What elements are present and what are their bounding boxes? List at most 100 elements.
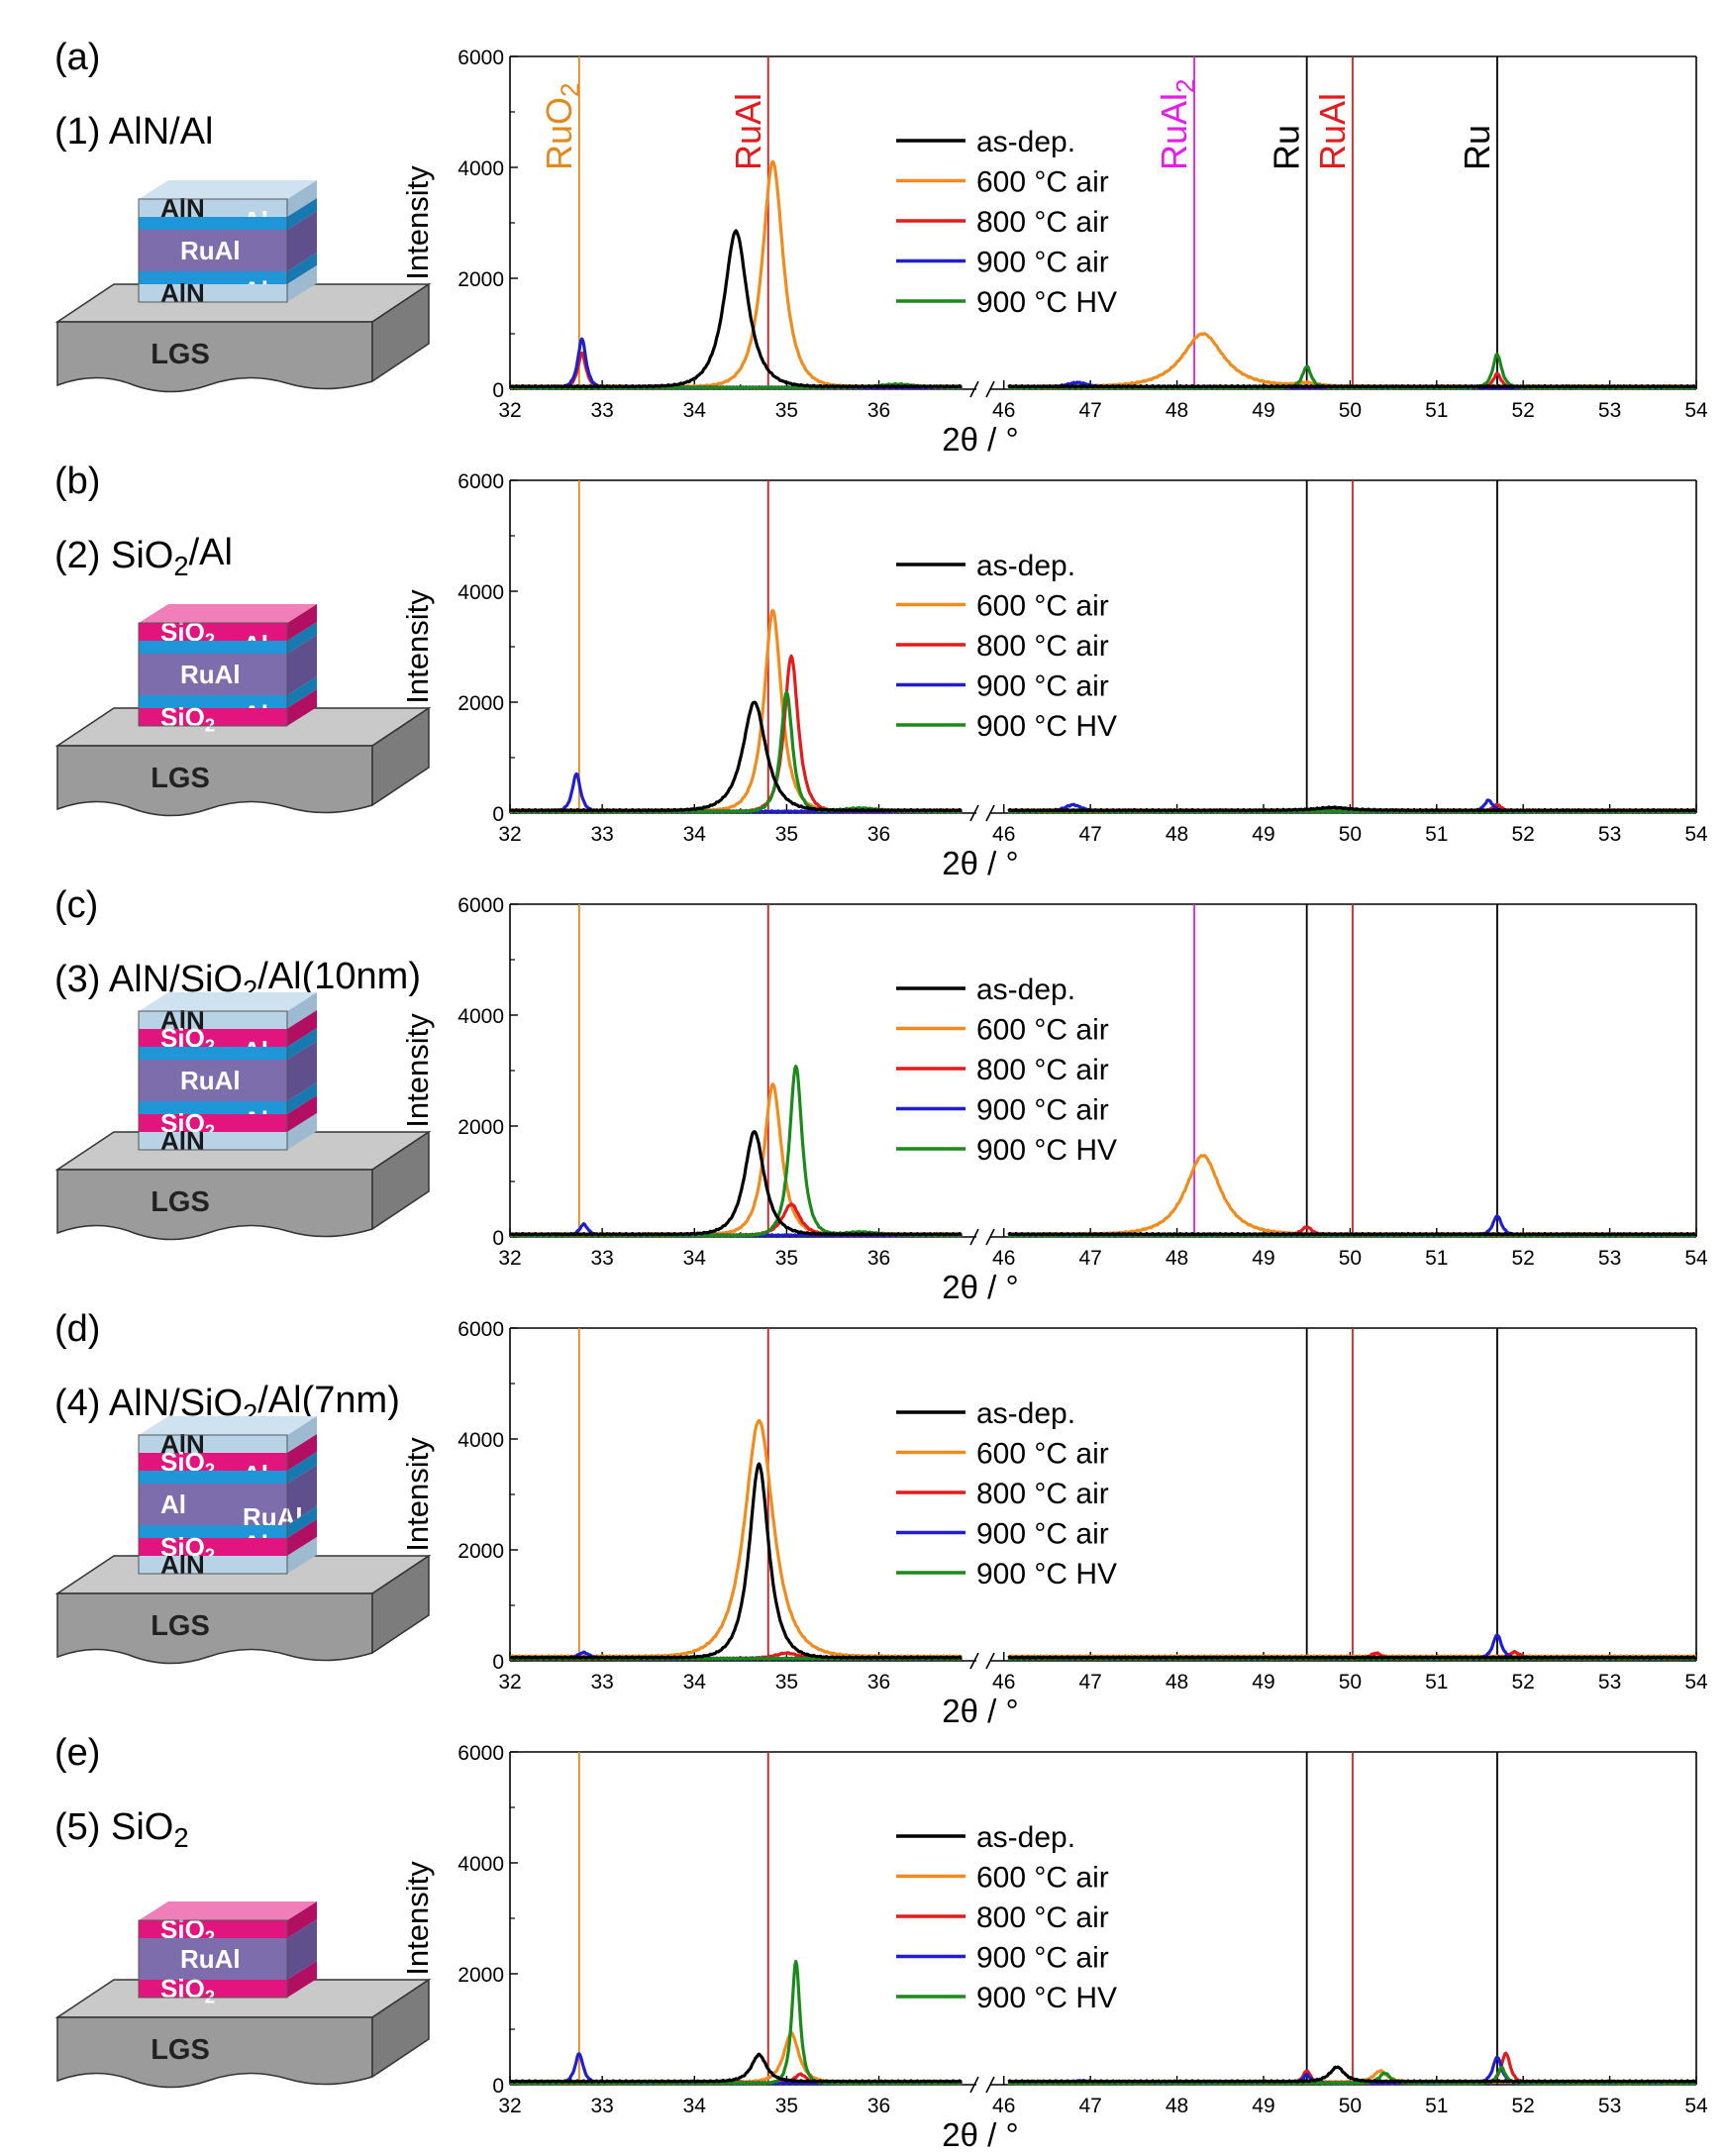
y-tick-label: 2000 (457, 692, 504, 715)
x-tick-label: 51 (1425, 1247, 1448, 1270)
y-tick-label: 0 (492, 1227, 504, 1250)
legend-entry: 900 °C air (976, 1094, 1109, 1127)
data-curves (508, 1065, 1697, 1238)
layer-label: AlN (160, 278, 205, 308)
axis-break-mark (969, 804, 979, 822)
x-tick-label: 52 (1512, 2095, 1535, 2117)
y-tick-label: 0 (492, 379, 504, 402)
axis-break-mark (969, 380, 979, 398)
x-tick-label: 33 (590, 399, 613, 422)
series-line-as-dep (1007, 2065, 1697, 2084)
x-tick-label: 34 (683, 823, 707, 846)
axis-break-mark (985, 1228, 995, 1246)
x-tick-label: 53 (1598, 1247, 1621, 1270)
legend-entry: 600 °C air (976, 1438, 1109, 1471)
axis-break-mark (969, 1228, 979, 1246)
reference-lines (577, 1752, 1498, 2085)
x-tick-label: 54 (1684, 1247, 1708, 1270)
x-tick-label: 48 (1166, 2095, 1188, 2117)
x-tick-label: 36 (867, 823, 890, 846)
y-tick-label: 4000 (457, 1853, 504, 1876)
legend-entry: 900 °C air (976, 1518, 1109, 1551)
panel-letter: (a) (54, 37, 100, 78)
legend-entry: 900 °C air (976, 670, 1109, 703)
panel-title: (1) AlN/Al (54, 111, 213, 153)
x-tick-label: 35 (775, 399, 798, 422)
series-line-900-c-hv (509, 690, 963, 814)
series-line-600-c-air (509, 1082, 963, 1237)
layer-rual: RuAl (139, 635, 317, 695)
y-tick-label: 2000 (457, 1540, 504, 1563)
legend-entry: 900 °C HV (976, 1134, 1117, 1167)
legend-entry: 900 °C air (976, 1942, 1109, 1975)
x-tick-label: 53 (1598, 1671, 1621, 1694)
layer-stack: AlNSiO2AlRuAlAlSiO2AlN (138, 992, 317, 1156)
series-line-as-dep (1007, 1231, 1697, 1237)
axis-break-mark (985, 1652, 995, 1670)
layer-label: RuAl (180, 236, 241, 265)
x-axis-label: 2θ / ° (942, 421, 1018, 458)
x-tick-label: 52 (1512, 399, 1535, 422)
reference-lines (577, 904, 1498, 1237)
x-tick-label: 48 (1166, 1671, 1188, 1694)
series-line-as-dep (1007, 805, 1697, 813)
y-tick-label: 6000 (457, 894, 504, 917)
x-tick-label: 35 (775, 1671, 798, 1694)
substrate-label: LGS (151, 1186, 210, 1218)
layer-label: Al (160, 1489, 186, 1519)
x-tick-label: 35 (775, 1247, 798, 1270)
legend-entry: 900 °C air (976, 247, 1109, 279)
series-line-as-dep (1007, 383, 1697, 389)
x-tick-label: 46 (992, 823, 1015, 846)
legend-entry: 900 °C HV (976, 1558, 1117, 1591)
layer-stack: SiO2AlRuAlAlSiO2 (138, 604, 317, 736)
layer-label: AlN (160, 1126, 205, 1156)
layer-rual: RuAl (139, 1919, 317, 1980)
series-line-as-dep (509, 1462, 963, 1660)
x-tick-label: 52 (1512, 823, 1535, 846)
layer-label: SiO2 (160, 702, 215, 736)
x-tick-label: 36 (867, 399, 890, 422)
x-tick-label: 32 (498, 2095, 521, 2117)
layer-rual: RuAl (139, 211, 317, 271)
y-tick-label: 0 (492, 1651, 504, 1674)
x-tick-label: 53 (1598, 823, 1621, 846)
x-tick-label: 49 (1252, 823, 1274, 846)
x-tick-label: 49 (1252, 1247, 1274, 1270)
reference-label-rual: RuAl (728, 93, 768, 170)
data-curves (508, 608, 1697, 814)
x-tick-label: 36 (867, 1671, 890, 1694)
layer-stack: AlNAlRuAlAlAlN (138, 180, 317, 308)
legend-entry: 800 °C air (976, 206, 1109, 239)
reference-label-rual: RuAl (1312, 93, 1353, 170)
y-axis-label: Intensity (400, 589, 435, 704)
legend-entry: 900 °C HV (976, 710, 1117, 743)
layer-al (139, 1028, 317, 1060)
legend-entry: 800 °C air (976, 1478, 1109, 1510)
panel-letter: (b) (54, 461, 100, 502)
layer-label: RuAl (180, 1066, 241, 1095)
x-tick-label: 32 (498, 1247, 521, 1270)
legend-entry: as-dep. (976, 126, 1075, 158)
layer-rual: Al RuAl (139, 1465, 317, 1532)
layer-al (139, 198, 317, 230)
substrate-label: LGS (151, 2034, 210, 2066)
x-tick-label: 47 (1078, 1671, 1101, 1694)
reference-label-ru: Ru (1457, 125, 1497, 170)
y-tick-label: 0 (492, 2075, 504, 2098)
legend-entry: 800 °C air (976, 1901, 1109, 1934)
data-curves (508, 159, 1697, 390)
legend-entry: 900 °C HV (976, 1982, 1117, 2014)
panel-c: (c) (3) AlN/SiO2/Al(10nm) LGS AlNSiO2AlRuAl… (54, 884, 1708, 1305)
series-line-as-dep (509, 700, 963, 813)
legend: as-dep. 600 °C air 800 °C air 900 °C air 900… (896, 1397, 1117, 1591)
legend: as-dep. 600 °C air 800 °C air 900 °C air 900… (896, 974, 1117, 1167)
x-tick-label: 54 (1684, 2095, 1708, 2117)
panel-letter: (e) (54, 1732, 100, 1774)
layer-al (139, 1452, 317, 1484)
axis-break-mark (969, 1652, 979, 1670)
substrate-block: LGS (54, 706, 432, 817)
layer-aln: AlN (139, 1416, 317, 1459)
